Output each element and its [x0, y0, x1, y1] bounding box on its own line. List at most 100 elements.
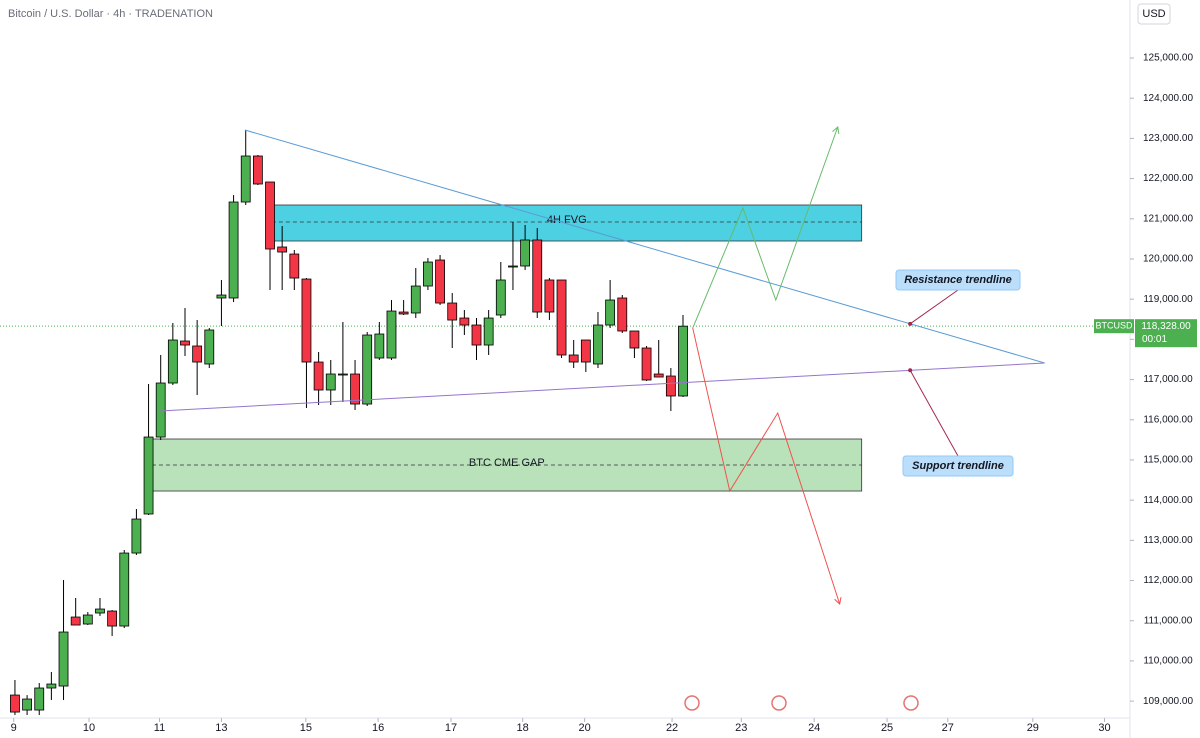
event-icon: [771, 695, 787, 711]
event-icon: [903, 695, 919, 711]
arrow-head: [832, 126, 840, 135]
annotation-pointer: [909, 370, 959, 457]
symbol-tag: [1094, 319, 1134, 334]
candle-body: [362, 334, 373, 405]
annotation-pointer: [909, 289, 959, 325]
candle-body: [301, 278, 312, 363]
candle-body: [277, 246, 288, 253]
zone-label: 4H FVG: [547, 214, 587, 226]
candle-body: [325, 373, 336, 391]
x-tick-label: 23: [735, 722, 747, 734]
y-tick-label: 125,000.00: [1143, 53, 1193, 64]
candle-body: [240, 155, 251, 203]
candle-body: [216, 294, 227, 299]
annotation-label: Support trendline: [912, 460, 1004, 472]
candle-body: [508, 265, 518, 268]
candle-body: [386, 310, 397, 359]
price-tag: [1135, 319, 1197, 348]
candle-body: [82, 614, 93, 625]
projection-path: [692, 126, 839, 329]
y-tick-label: 120,000.00: [1143, 254, 1193, 265]
candle-body: [374, 333, 385, 359]
zone: [271, 204, 863, 242]
y-tick-label: 113,000.00: [1143, 535, 1193, 546]
x-tick-label: 15: [300, 722, 312, 734]
candle-body: [556, 279, 567, 356]
candle-body: [289, 253, 300, 279]
candle-body: [228, 201, 239, 299]
y-tick-label: 123,000.00: [1143, 133, 1193, 144]
event-icon: [684, 695, 700, 711]
chart-title: Bitcoin / U.S. Dollar · 4h · TRADENATION: [8, 8, 213, 20]
candle-body: [265, 181, 275, 250]
candle-body: [629, 330, 640, 349]
candle-body: [423, 261, 433, 287]
x-tick-label: 13: [215, 722, 227, 734]
candle-body: [544, 279, 555, 313]
candle-body: [107, 610, 118, 627]
x-tick-label: 25: [881, 722, 893, 734]
symbol-label: BTCUSD: [1095, 321, 1133, 331]
currency[interactable]: USD: [1142, 8, 1165, 20]
candle-body: [435, 259, 445, 304]
candle-body: [155, 382, 166, 438]
candle-body: [46, 683, 57, 689]
x-tick-label: 29: [1027, 722, 1039, 734]
y-tick-label: 122,000.00: [1143, 173, 1193, 184]
candle-body: [350, 373, 360, 405]
candle-body: [447, 302, 458, 321]
candle-body: [568, 354, 579, 363]
annotation-box: [902, 455, 1014, 477]
candle-body: [204, 329, 215, 365]
candle-body: [641, 347, 652, 381]
y-tick-label: 124,000.00: [1143, 93, 1193, 104]
candle-body: [167, 339, 178, 384]
x-tick-label: 18: [517, 722, 529, 734]
candle-body: [131, 518, 142, 554]
y-tick-label: 111,000.00: [1144, 615, 1193, 626]
x-tick-label: 10: [83, 722, 95, 734]
arrow-head: [834, 597, 842, 605]
candle-body: [678, 325, 688, 397]
x-tick-label: 17: [445, 722, 457, 734]
y-tick-label: 116,000.00: [1143, 414, 1193, 425]
trendline: [159, 362, 1045, 412]
candle-body: [483, 317, 494, 346]
y-tick-label: 121,000.00: [1143, 213, 1193, 224]
candle-body: [495, 279, 506, 316]
annotation-box: [895, 269, 1021, 291]
y-tick-label: 117,000.00: [1143, 374, 1193, 385]
x-tick-label: 27: [942, 722, 954, 734]
projection-path: [692, 327, 841, 605]
y-tick-label: 115,000.00: [1143, 455, 1193, 466]
candle-body: [313, 361, 324, 391]
candle-body: [593, 324, 603, 365]
zone-label: BTC CME GAP: [469, 457, 545, 469]
candle-body: [653, 373, 664, 378]
countdown: 00:01: [1142, 334, 1167, 345]
candle-body: [34, 687, 45, 711]
candle-body: [119, 552, 130, 627]
y-tick-label: 119,000.00: [1143, 294, 1193, 305]
x-tick-label: 30: [1098, 722, 1110, 734]
candle-body: [605, 299, 616, 326]
y-tick-label: 112,000.00: [1143, 575, 1193, 586]
candle-body: [410, 285, 421, 314]
candle-body: [665, 375, 676, 397]
candle-body: [180, 340, 190, 346]
candle-body: [532, 239, 543, 313]
x-tick-label: 9: [11, 722, 17, 734]
annotation-anchor: [908, 321, 913, 326]
x-tick-label: 11: [154, 722, 165, 734]
annotation-label: Resistance trendline: [904, 274, 1012, 286]
candle-body: [10, 694, 20, 713]
candle-body: [252, 155, 263, 185]
candle-body: [459, 317, 470, 326]
currency-button[interactable]: [1137, 3, 1171, 25]
candle-body: [70, 616, 81, 626]
candle-body: [520, 239, 530, 267]
candle-body: [58, 631, 69, 687]
x-tick-label: 22: [666, 722, 678, 734]
